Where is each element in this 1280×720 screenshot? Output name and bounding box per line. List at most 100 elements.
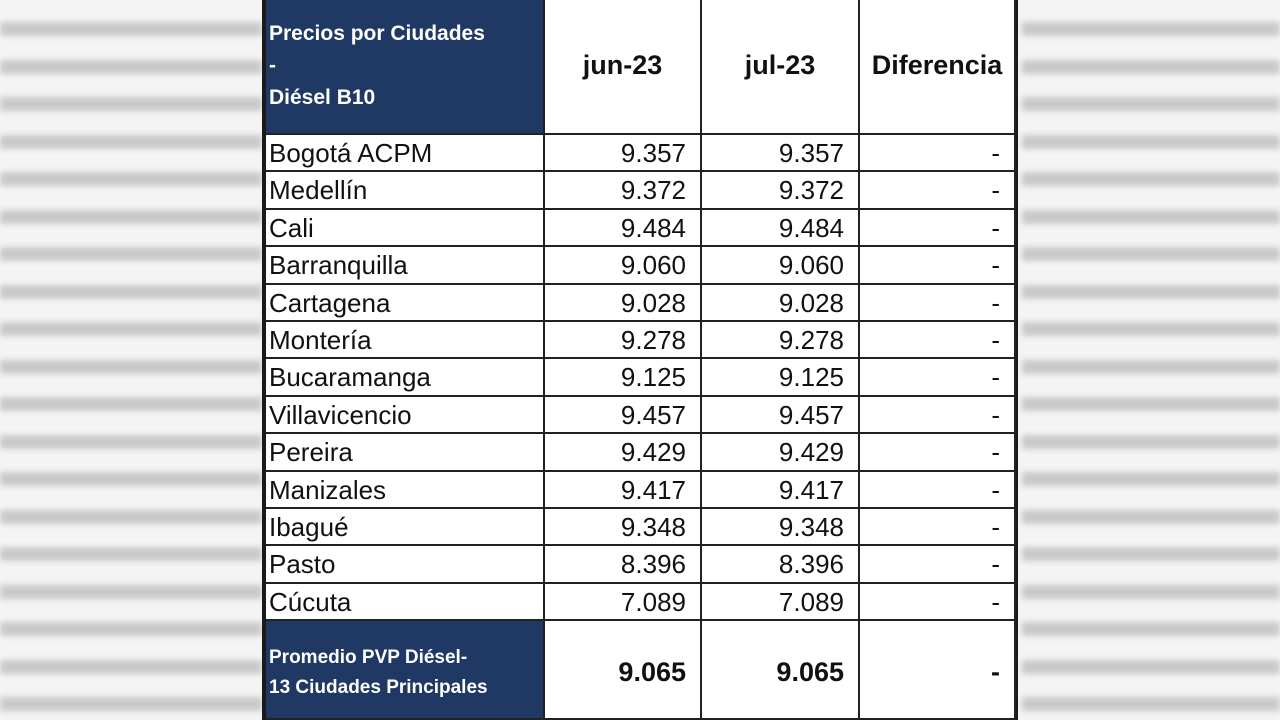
price-cell: - xyxy=(860,434,1016,472)
city-name: Villavicencio xyxy=(266,396,545,435)
column-header: Diferencia xyxy=(860,0,1016,135)
stripe xyxy=(1022,172,1280,186)
stripe xyxy=(1022,584,1280,599)
stripe xyxy=(1022,59,1280,74)
stripe xyxy=(1022,322,1280,336)
city-name: Manizales xyxy=(266,471,545,509)
blurred-background-right xyxy=(1022,0,1280,720)
price-cell: 9.417 xyxy=(545,471,702,509)
stripe xyxy=(1022,622,1280,636)
price-cell: - xyxy=(860,322,1016,360)
title-line: - xyxy=(269,54,276,77)
city-name: Bogotá ACPM xyxy=(266,135,545,173)
price-cell: 9.278 xyxy=(702,322,860,360)
stripe xyxy=(0,59,262,74)
header-title: Precios por Ciudades - Diésel B10 xyxy=(266,0,545,135)
price-cell: - xyxy=(860,396,1016,435)
stripe xyxy=(1022,97,1280,111)
stripe xyxy=(0,584,262,599)
stripe xyxy=(1022,284,1280,299)
price-cell: 9.372 xyxy=(545,172,702,210)
city-name: Pereira xyxy=(266,434,545,472)
stripe xyxy=(1022,659,1280,674)
city-name: Barranquilla xyxy=(266,247,545,285)
stripe xyxy=(1022,209,1280,224)
price-table: Precios por Ciudades - Diésel B10 jun-23 jul… xyxy=(262,0,1018,720)
price-cell: 9.028 xyxy=(545,284,702,322)
footer-line: 13 Ciudades Principales xyxy=(269,677,488,699)
stripe xyxy=(0,659,262,674)
price-cell: 9.484 xyxy=(702,209,860,248)
footer-value: - xyxy=(860,621,1016,720)
stripe xyxy=(1022,509,1280,524)
price-cell: 9.348 xyxy=(702,509,860,547)
price-cell: - xyxy=(860,471,1016,509)
price-cell: 9.357 xyxy=(702,135,860,173)
price-cell: 9.125 xyxy=(702,359,860,397)
price-cell: 7.089 xyxy=(545,583,702,622)
city-name: Montería xyxy=(266,322,545,360)
city-name: Ibagué xyxy=(266,509,545,547)
footer-label: Promedio PVP Diésel- 13 Ciudades Principa… xyxy=(266,621,545,720)
stripe xyxy=(0,509,262,524)
price-cell: - xyxy=(860,135,1016,173)
stripe xyxy=(1022,434,1280,449)
stripe xyxy=(0,697,262,711)
stripe xyxy=(0,322,262,336)
stripe xyxy=(1022,22,1280,36)
price-cell: - xyxy=(860,284,1016,322)
price-cell: 9.457 xyxy=(545,396,702,435)
price-cell: 8.396 xyxy=(545,546,702,584)
price-cell: 9.484 xyxy=(545,209,702,248)
city-name: Bucaramanga xyxy=(266,359,545,397)
price-cell: 9.125 xyxy=(545,359,702,397)
stripe xyxy=(0,397,262,411)
price-cell: - xyxy=(860,247,1016,285)
price-cell: 7.089 xyxy=(702,583,860,622)
city-name: Pasto xyxy=(266,546,545,584)
column-header: jul-23 xyxy=(702,0,860,135)
blurred-background-left xyxy=(0,0,262,720)
price-cell: - xyxy=(860,209,1016,248)
stripe xyxy=(1022,697,1280,711)
stripe xyxy=(0,547,262,561)
title-line: Diésel B10 xyxy=(269,86,376,109)
footer-value: 9.065 xyxy=(545,621,702,720)
stripe xyxy=(1022,359,1280,374)
stripe xyxy=(1022,547,1280,561)
price-cell: 9.028 xyxy=(702,284,860,322)
stripe xyxy=(0,209,262,224)
column-header: jun-23 xyxy=(545,0,702,135)
price-cell: - xyxy=(860,359,1016,397)
city-name: Medellín xyxy=(266,172,545,210)
stripe xyxy=(1022,247,1280,261)
stripe xyxy=(0,622,262,636)
stripe xyxy=(1022,397,1280,411)
price-cell: 9.457 xyxy=(702,396,860,435)
price-cell: 9.060 xyxy=(545,247,702,285)
stripe xyxy=(1022,472,1280,486)
price-cell: - xyxy=(860,583,1016,622)
price-cell: - xyxy=(860,172,1016,210)
price-cell: - xyxy=(860,546,1016,584)
price-cell: 9.429 xyxy=(545,434,702,472)
price-cell: 9.357 xyxy=(545,135,702,173)
stripe xyxy=(0,97,262,111)
price-cell: 9.278 xyxy=(545,322,702,360)
city-name: Cartagena xyxy=(266,284,545,322)
stripe xyxy=(0,22,262,36)
price-cell: 9.348 xyxy=(545,509,702,547)
footer-line: Promedio PVP Diésel- xyxy=(269,647,468,669)
stripe xyxy=(0,284,262,299)
price-cell: 9.060 xyxy=(702,247,860,285)
price-cell: 9.429 xyxy=(702,434,860,472)
stripe xyxy=(0,472,262,486)
stripe xyxy=(0,434,262,449)
price-cell: - xyxy=(860,509,1016,547)
price-cell: 8.396 xyxy=(702,546,860,584)
title-line: Precios por Ciudades xyxy=(269,22,485,45)
price-cell: 9.372 xyxy=(702,172,860,210)
price-cell: 9.417 xyxy=(702,471,860,509)
stripe xyxy=(0,134,262,149)
